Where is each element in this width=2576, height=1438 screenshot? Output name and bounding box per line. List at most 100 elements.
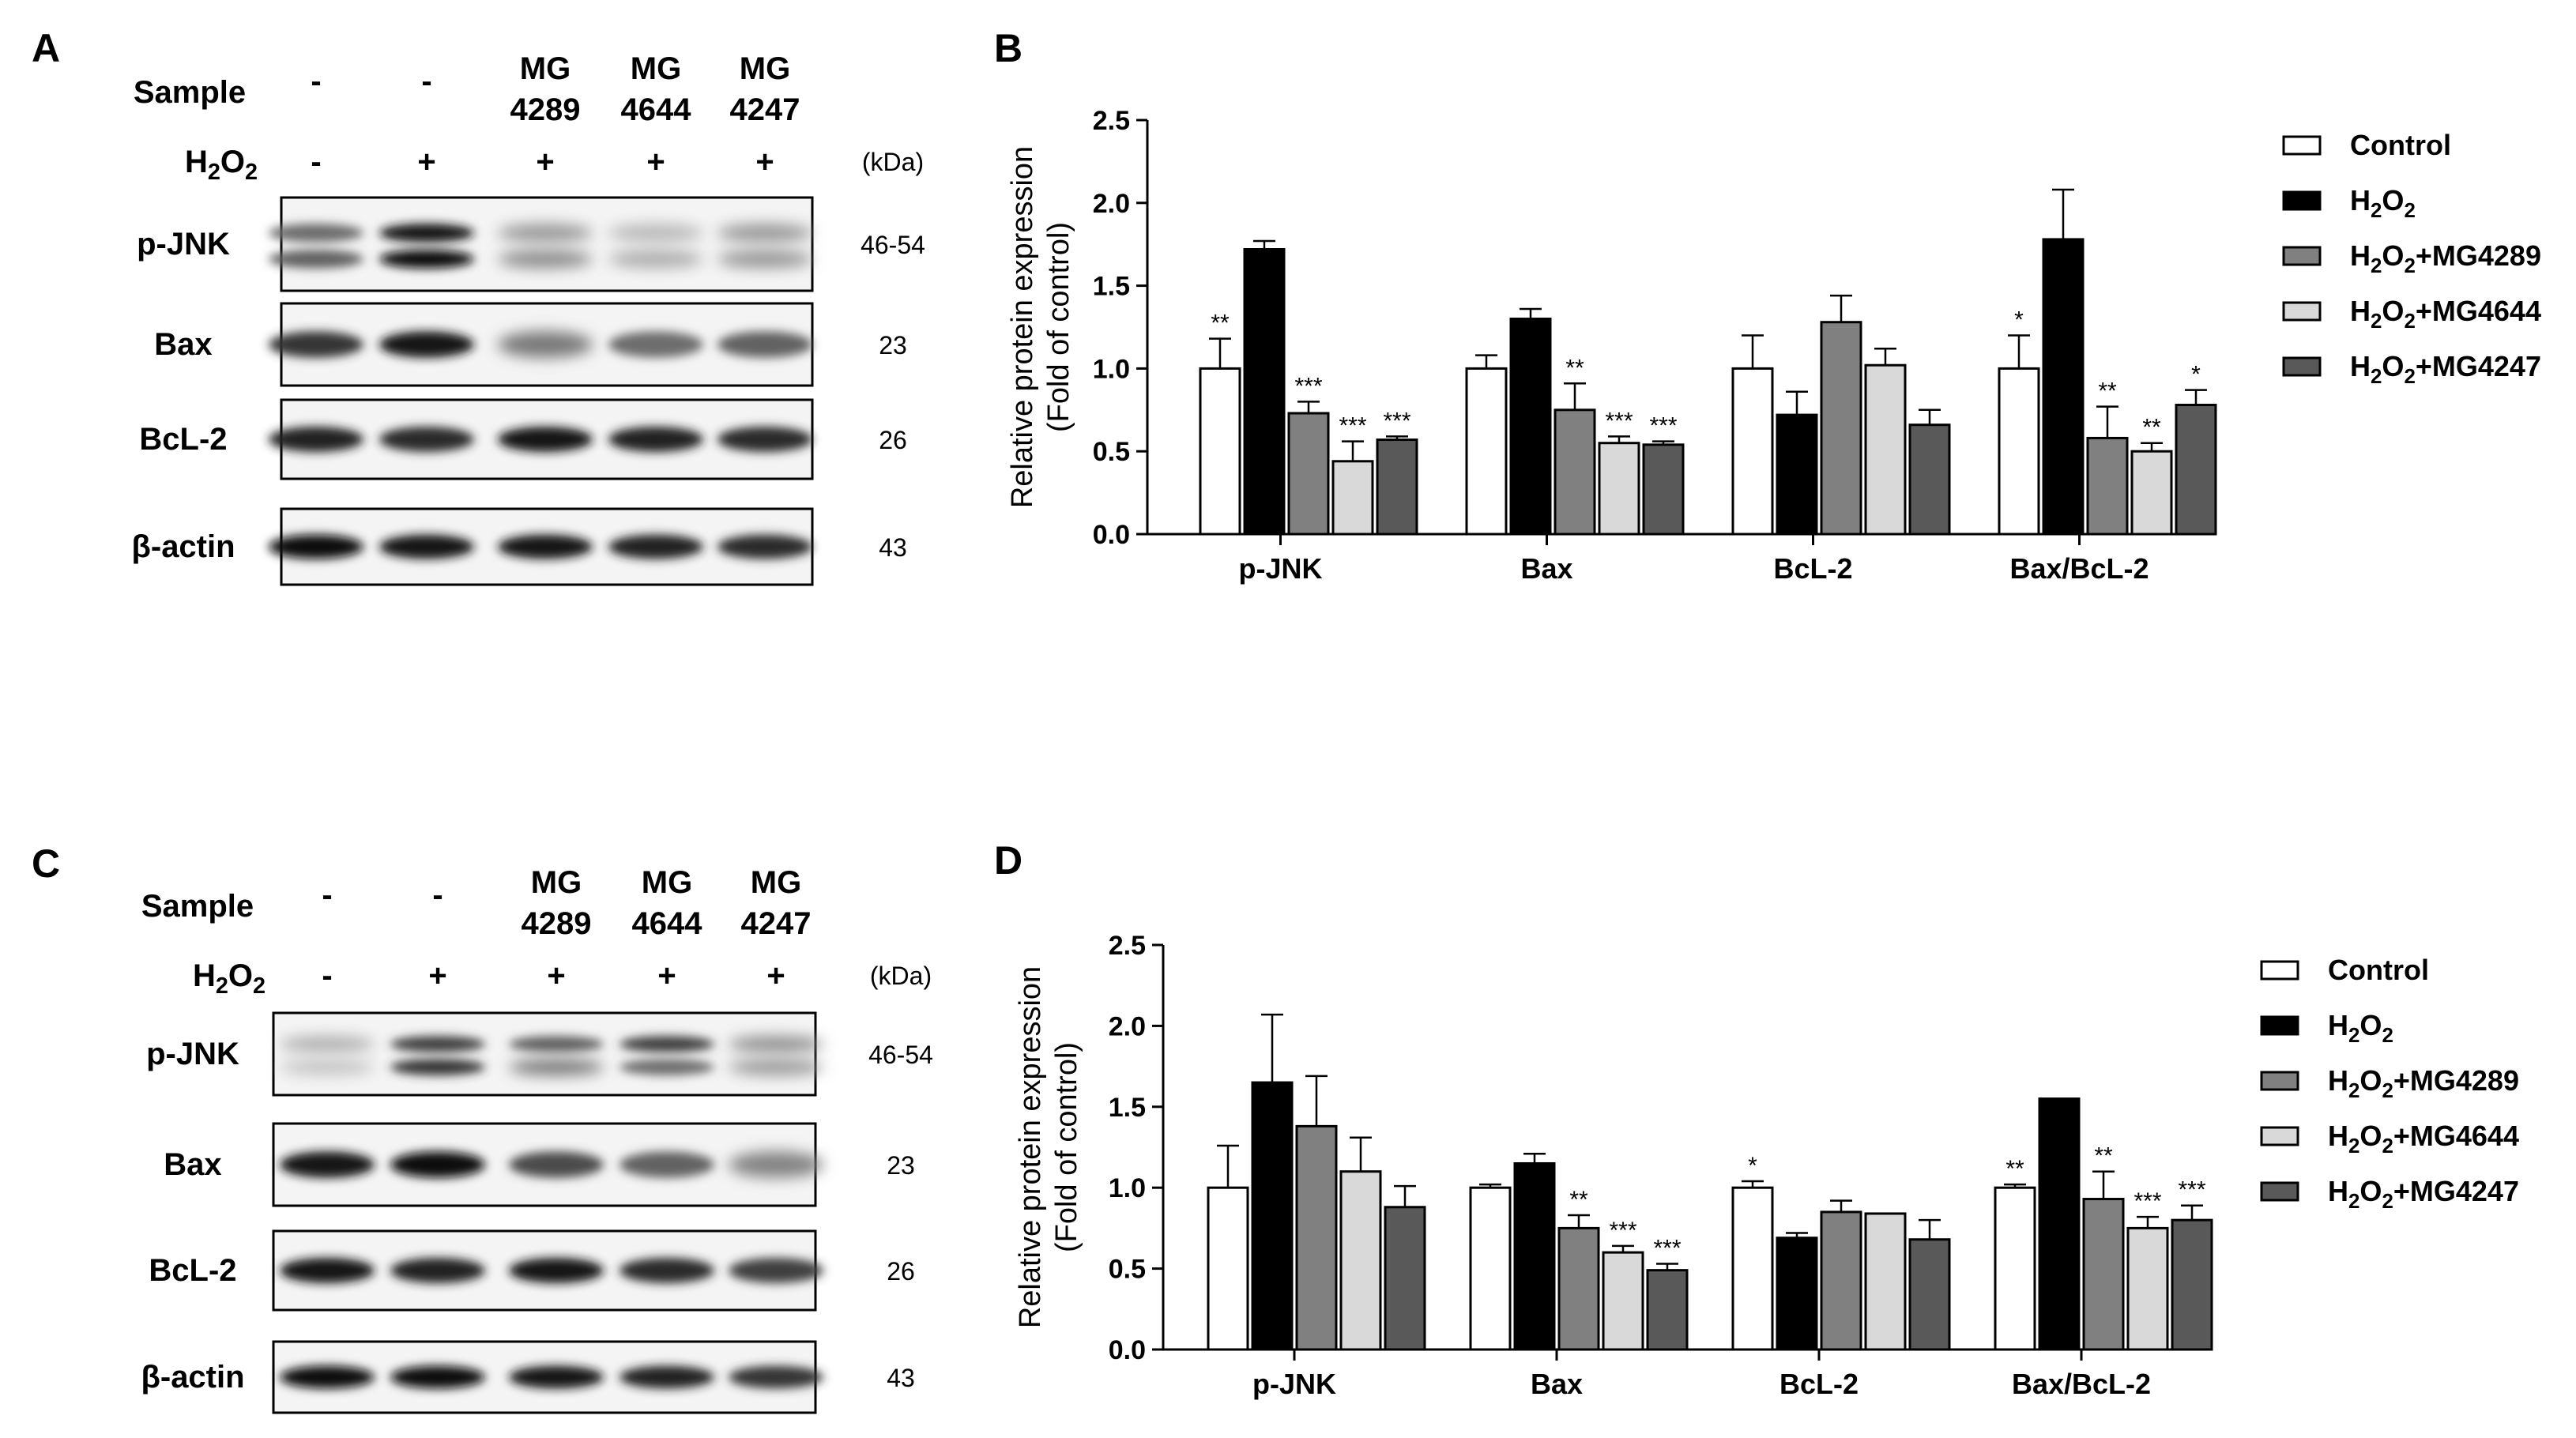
significance-marker: ** [1211, 311, 1230, 337]
significance-marker: *** [2178, 1177, 2205, 1203]
protein-label: BcL-2 [149, 1253, 236, 1288]
sample-label: Sample [134, 75, 246, 110]
h2o2-lane-sign: + [657, 958, 676, 993]
blot-band [379, 250, 474, 269]
sample-lane-number: 4644 [621, 92, 692, 127]
significance-marker: * [2191, 362, 2201, 388]
western-blot-panel-a: A Sample H2O2​ - - - + MG 4289 + MG 4644 + MG 4247 + (kD… [32, 26, 925, 586]
blot-band [717, 427, 812, 452]
bar [1469, 1186, 1512, 1351]
significance-marker: * [2014, 307, 2024, 333]
bar [2171, 1218, 2213, 1351]
legend-label: Control [2350, 129, 2451, 161]
blot-band [498, 224, 593, 243]
blot-band [608, 224, 703, 243]
bar [1339, 1170, 1382, 1351]
western-blot-panel-c: C Sample H2O2​ - - - + MG 4289 + MG 4644 + MG 4247 + (kD… [32, 841, 933, 1414]
legend-label: H2O2​+MG4289 [2350, 239, 2541, 277]
bar [1642, 443, 1685, 536]
blot-strip [269, 507, 814, 586]
blot-band [390, 1258, 485, 1283]
blot-band [379, 534, 474, 559]
kda-value: 26 [887, 1257, 915, 1286]
significance-marker: *** [1294, 373, 1322, 399]
bar [1251, 1081, 1294, 1351]
blot-band [729, 1036, 823, 1052]
sample-lane-label: - [322, 878, 332, 913]
bar [1776, 1237, 1818, 1351]
bar [1376, 439, 1418, 536]
blot-band [280, 1151, 375, 1178]
legend-label: H2O2​+MG4644 [2328, 1120, 2519, 1158]
blot-strip [269, 398, 814, 480]
legend-swatch [2282, 356, 2322, 377]
kda-value: 23 [879, 331, 907, 360]
y-tick-label: 1.5 [1109, 1093, 1146, 1123]
h2o2-lane-sign: - [322, 958, 332, 993]
x-tick-label: p-JNK [1239, 552, 1323, 585]
blot-band [729, 1258, 823, 1283]
y-tick-label: 2.5 [1093, 106, 1130, 136]
blot-strip [272, 1011, 823, 1097]
blot-strip [272, 1229, 823, 1312]
protein-label: Bax [154, 327, 212, 362]
protein-label: p-JNK [137, 227, 230, 262]
bar [1513, 1161, 1556, 1351]
legend-swatch [2260, 1181, 2299, 1202]
bar [1646, 1269, 1689, 1351]
kda-value: 46-54 [868, 1041, 933, 1069]
blot-band [269, 427, 363, 452]
x-tick-label: Bax [1520, 552, 1572, 585]
significance-marker: ** [2005, 1156, 2024, 1182]
sample-lane-label: MG [642, 865, 692, 900]
h2o2-lane-sign: + [646, 145, 665, 179]
bar [1384, 1206, 1426, 1351]
bar [2126, 1226, 2169, 1351]
blot-band [390, 1151, 485, 1178]
blot-band [717, 534, 812, 559]
sample-lane-number: 4644 [632, 906, 703, 941]
blot-membrane [280, 196, 814, 292]
blot-band [620, 1151, 714, 1178]
bar [1199, 367, 1241, 536]
x-tick-label: BcL-2 [1773, 552, 1852, 585]
y-tick-label: 1.0 [1109, 1173, 1146, 1203]
significance-marker: ** [1569, 1187, 1588, 1213]
bar [1994, 1186, 2036, 1351]
sample-lane-label: - [432, 878, 443, 913]
y-tick-label: 2.5 [1109, 931, 1146, 961]
sample-lane-number: 4247 [741, 906, 812, 941]
sample-lane-number: 4289 [522, 906, 592, 941]
legend-swatch [2282, 301, 2322, 322]
blot-band [729, 1059, 823, 1076]
blot-band [620, 1258, 714, 1283]
sample-lane-label: MG [531, 865, 582, 900]
blot-band [717, 331, 812, 358]
blot-band [498, 331, 593, 358]
blot-band [390, 1036, 485, 1052]
bar [1908, 1238, 1951, 1351]
x-tick-label: BcL-2 [1779, 1368, 1859, 1400]
blot-band [717, 250, 812, 269]
y-axis-title-line2: (Fold of control) [1042, 222, 1075, 432]
sample-lane-label: MG [520, 51, 571, 86]
blot-strip [272, 1340, 823, 1414]
significance-marker: ** [2142, 415, 2161, 441]
legend-label: H2O2​ [2350, 184, 2416, 222]
bar [1820, 1210, 1862, 1351]
sample-lane-label: - [421, 64, 431, 99]
y-axis-title-line2: (Fold of control) [1050, 1042, 1083, 1252]
y-tick-label: 2.0 [1109, 1011, 1146, 1041]
y-axis-title-line1: Relative protein expression [1014, 966, 1047, 1328]
bar [1820, 321, 1862, 536]
blot-band [608, 250, 703, 269]
sample-lane-label: MG [631, 51, 681, 86]
blot-band [269, 250, 363, 269]
legend-label: H2O2​+MG4247 [2350, 350, 2541, 388]
legend-swatch [2260, 960, 2299, 981]
blot-band [498, 250, 593, 269]
bar [1287, 412, 1330, 536]
blot-band [390, 1059, 485, 1076]
significance-marker: *** [1383, 408, 1410, 434]
y-tick-label: 1.5 [1093, 272, 1130, 302]
